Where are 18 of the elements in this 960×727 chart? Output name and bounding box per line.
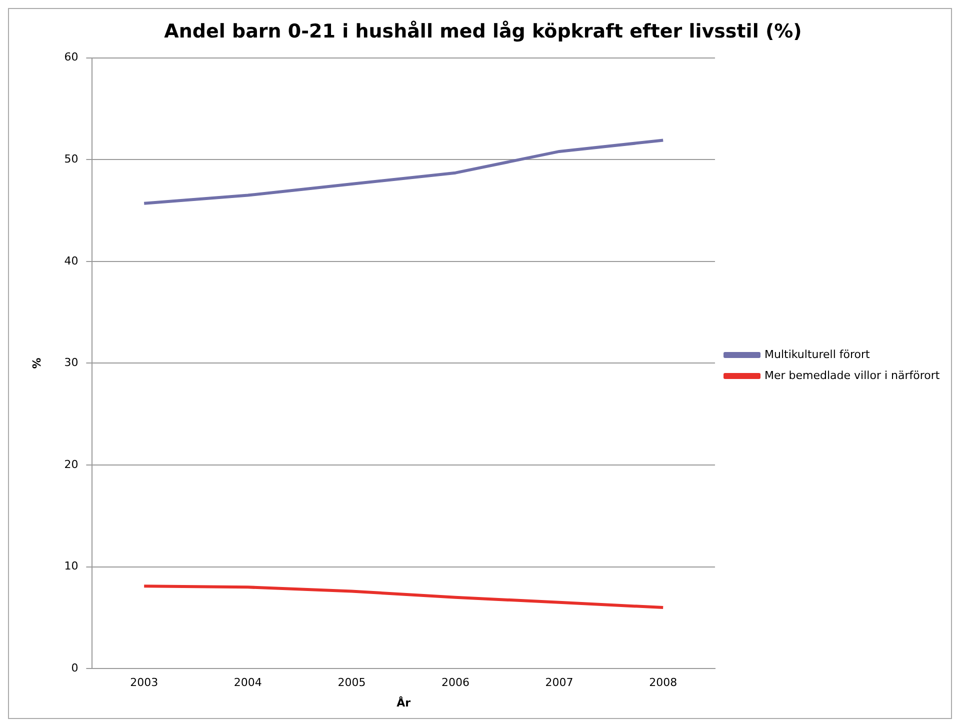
y-tick-label: 50 bbox=[64, 152, 78, 166]
x-tick-label: 2008 bbox=[649, 676, 678, 690]
y-tick-label: 0 bbox=[71, 661, 78, 674]
chart-title: Andel barn 0-21 i hushåll med låg köpkraft efter livsstil (%) bbox=[164, 20, 802, 42]
legend-label: Multikulturell förort bbox=[764, 348, 871, 361]
y-tick-label: 60 bbox=[64, 50, 78, 64]
y-tick-label: 20 bbox=[64, 458, 78, 471]
x-tick-label: 2007 bbox=[545, 676, 574, 690]
x-tick-label: 2006 bbox=[442, 676, 470, 690]
y-tick-label: 10 bbox=[64, 560, 78, 573]
y-axis-title: % bbox=[30, 358, 44, 369]
x-tick-label: 2005 bbox=[338, 676, 366, 690]
x-axis-title: År bbox=[396, 695, 412, 710]
y-tick-label: 30 bbox=[64, 356, 78, 370]
x-tick-label: 2004 bbox=[234, 676, 262, 690]
y-tick-label: 40 bbox=[64, 254, 78, 268]
legend-label: Mer bemedlade villor i närförort bbox=[764, 368, 940, 382]
x-tick-label: 2003 bbox=[130, 676, 158, 690]
